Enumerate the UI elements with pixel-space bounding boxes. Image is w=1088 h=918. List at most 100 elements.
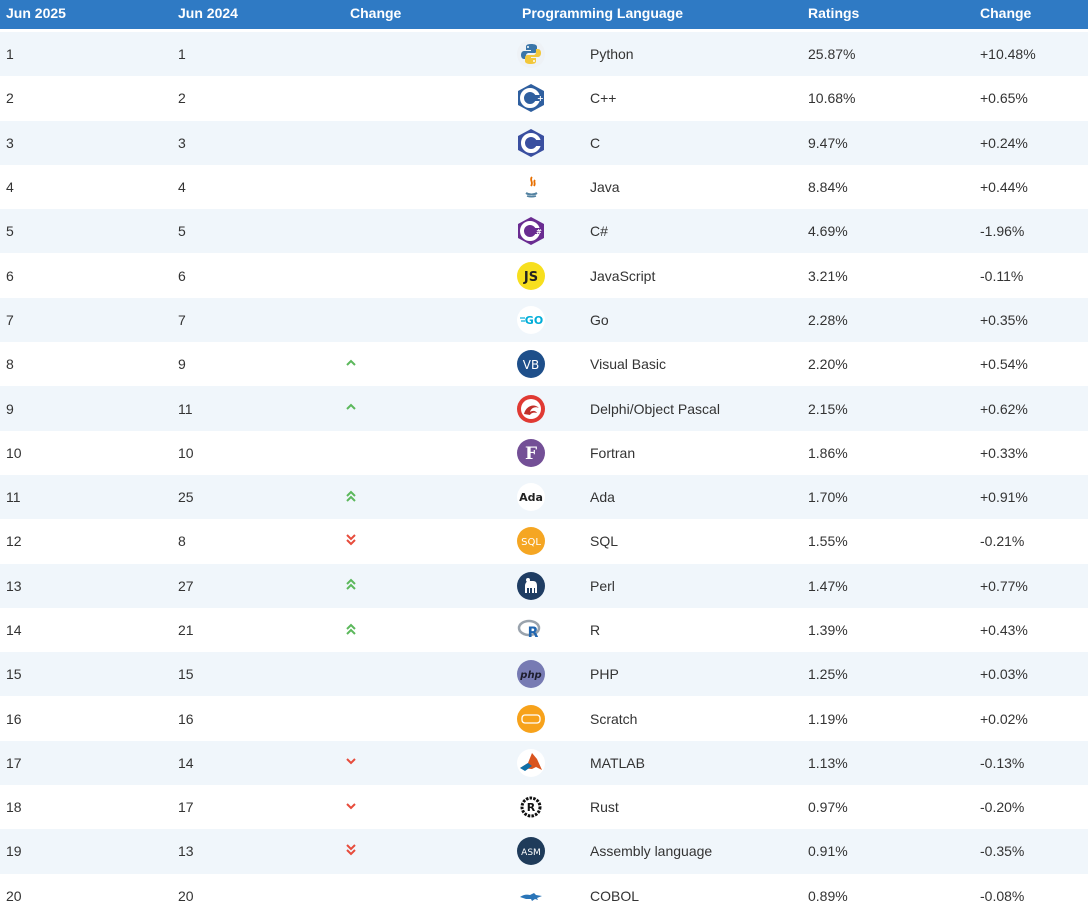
cobol-icon <box>516 881 584 911</box>
trend-cell <box>344 298 516 342</box>
rank-jun2024-cell: 10 <box>178 444 194 461</box>
rank-jun2025-cell: 11 <box>6 489 21 506</box>
language-name-cell: R <box>590 622 601 638</box>
rank-jun2025-cell: 16 <box>6 710 22 727</box>
rank-jun2025-cell: 14 <box>6 622 22 638</box>
rating-cell: 9.47% <box>808 134 848 151</box>
language-name-cell: Delphi/Object Pascal <box>590 400 720 417</box>
svg-text:F: F <box>525 444 537 464</box>
rating-cell: 8.84% <box>808 179 848 196</box>
trend-cell <box>344 741 516 785</box>
rating-cell: 0.91% <box>808 843 848 860</box>
language-logo-cell: R <box>516 785 584 829</box>
rank-jun2024-cell: 21 <box>178 622 194 638</box>
table-row: 9 11 Delphi/Object Pascal 2.15% +0.62% <box>0 386 1088 431</box>
rating-cell: 1.86% <box>808 444 848 461</box>
double-arrow-down-icon <box>344 533 358 547</box>
sql-icon: SQL <box>516 526 584 556</box>
go-icon: GO <box>516 305 584 335</box>
change-percent-cell: -0.21% <box>980 533 1025 550</box>
svg-text:ASM: ASM <box>521 848 541 858</box>
language-logo-cell: JS <box>516 253 584 297</box>
table-row: 1 1 Python 25.87% +10.48% <box>0 32 1088 77</box>
change-percent-cell: +0.62% <box>980 400 1028 417</box>
table-row: 5 5 # C# 4.69% -1.96% <box>0 209 1088 254</box>
table-row: 12 8 SQL SQL 1.55% -0.21% <box>0 519 1088 564</box>
change-percent-cell: +0.35% <box>980 311 1028 328</box>
table-row: 8 9 VB Visual Basic 2.20% +0.54% <box>0 342 1088 387</box>
table-row: 20 20 COBOL 0.89% -0.08% <box>0 873 1088 918</box>
change-percent-cell: -1.96% <box>980 223 1025 240</box>
table-row: 13 27 Perl 1.47% +0.77% <box>0 563 1088 608</box>
trend-cell <box>344 475 516 519</box>
php-icon: php <box>516 659 584 689</box>
rating-cell: 2.20% <box>808 356 848 373</box>
ada-icon: Ada <box>516 482 584 512</box>
trend-cell <box>344 253 516 297</box>
trend-cell <box>344 342 516 386</box>
rating-cell: 3.21% <box>808 267 848 284</box>
table-row: 11 25 Ada Ada 1.70% +0.91% <box>0 474 1088 520</box>
rank-jun2025-cell: 17 <box>6 754 22 771</box>
table-row: 16 16 Scratch 1.19% +0.02% <box>0 696 1088 741</box>
trend-cell <box>344 874 516 918</box>
language-logo-cell: GO <box>516 298 584 342</box>
table-row: 3 3 C 9.47% +0.24% <box>0 120 1088 165</box>
language-logo-cell <box>516 32 584 76</box>
cpp-icon: ++ <box>516 83 584 113</box>
language-logo-cell <box>516 741 584 785</box>
trend-cell <box>344 165 516 209</box>
rank-jun2024-cell: 9 <box>178 356 186 373</box>
language-logo-cell: SQL <box>516 519 584 563</box>
double-arrow-up-icon <box>344 577 358 591</box>
language-name-cell: Java <box>590 179 620 196</box>
language-name-cell: SQL <box>590 533 619 550</box>
visual-basic-icon: VB <box>516 349 584 379</box>
rank-jun2024-cell: 4 <box>178 179 186 196</box>
rust-icon: R <box>516 792 584 822</box>
trend-cell <box>344 829 516 873</box>
rating-cell: 0.89% <box>808 887 848 904</box>
rating-cell: 2.15% <box>808 400 848 417</box>
rating-cell: 2.28% <box>808 311 848 328</box>
language-name-cell: COBOL <box>590 887 640 904</box>
language-logo-cell: F <box>516 431 584 475</box>
language-logo-cell: R <box>516 608 584 652</box>
rating-cell: 4.69% <box>808 223 848 240</box>
header-jun2025: Jun 2025 <box>6 5 66 21</box>
trend-cell <box>344 32 516 76</box>
rank-jun2025-cell: 18 <box>6 799 22 816</box>
header-jun2024: Jun 2024 <box>178 5 238 21</box>
scratch-icon <box>516 704 584 734</box>
language-logo-cell: Ada <box>516 475 584 519</box>
language-name-cell: PHP <box>590 666 619 683</box>
rating-cell: 1.39% <box>808 622 848 638</box>
change-percent-cell: +0.65% <box>980 90 1028 107</box>
rank-jun2024-cell: 15 <box>178 666 194 683</box>
r-icon: R <box>516 615 584 645</box>
asm-icon: ASM <box>516 836 584 866</box>
table-row: 19 13 ASM Assembly language 0.91% -0.35% <box>0 829 1088 874</box>
rank-jun2024-cell: 6 <box>178 267 186 284</box>
rank-jun2025-cell: 6 <box>6 267 14 284</box>
rank-jun2024-cell: 7 <box>178 311 186 328</box>
rank-jun2024-cell: 5 <box>178 223 186 240</box>
rank-jun2024-cell: 17 <box>178 799 194 816</box>
language-logo-cell: ++ <box>516 76 584 120</box>
double-arrow-up-icon <box>344 489 358 503</box>
javascript-icon: JS <box>516 261 584 291</box>
rank-jun2025-cell: 20 <box>6 887 22 904</box>
rating-cell: 1.13% <box>808 754 848 771</box>
language-name-cell: MATLAB <box>590 754 645 771</box>
header-programming-language: Programming Language <box>522 5 684 21</box>
language-name-cell: JavaScript <box>590 267 656 284</box>
language-name-cell: Scratch <box>590 710 638 727</box>
trend-cell <box>344 386 516 430</box>
arrow-up-icon <box>344 356 358 370</box>
rank-jun2024-cell: 11 <box>178 400 193 417</box>
rating-cell: 1.19% <box>808 710 848 727</box>
language-name-cell: Ada <box>590 489 615 506</box>
table-header: Jun 2025 Jun 2024 Change Programming Lan… <box>0 0 1088 32</box>
rank-jun2024-cell: 2 <box>178 90 186 107</box>
svg-text:R: R <box>528 625 539 641</box>
